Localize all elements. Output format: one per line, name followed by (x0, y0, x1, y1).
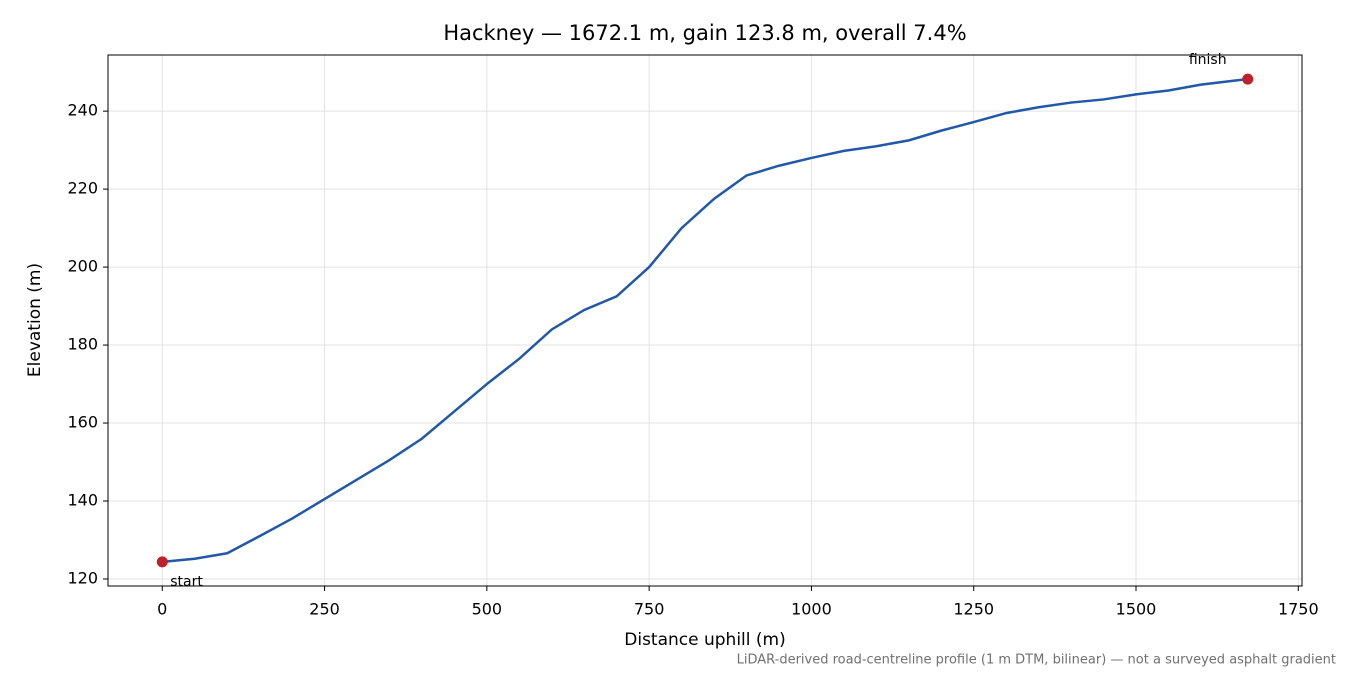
x-tick-label: 1500 (1116, 600, 1157, 619)
y-tick-label: 160 (67, 413, 98, 432)
footnote: LiDAR-derived road-centreline profile (1… (737, 653, 1336, 668)
y-tick-label: 220 (67, 179, 98, 198)
x-tick-label: 1250 (953, 600, 994, 619)
x-tick-label: 500 (472, 600, 503, 619)
endpoint-marker (1242, 73, 1254, 85)
x-tick-label: 1750 (1278, 600, 1319, 619)
endpoint-marker (156, 556, 168, 568)
y-tick-label: 180 (67, 335, 98, 354)
y-tick-label: 140 (67, 491, 98, 510)
y-axis-label: Elevation (m) (25, 263, 45, 377)
chart-title: Hackney — 1672.1 m, gain 123.8 m, overal… (443, 21, 966, 45)
x-tick-label: 250 (309, 600, 340, 619)
x-axis-label: Distance uphill (m) (624, 630, 785, 650)
endpoint-label: start (170, 574, 203, 590)
y-tick-label: 240 (67, 101, 98, 120)
plot-frame (107, 54, 1303, 587)
x-tick-label: 750 (634, 600, 665, 619)
y-tick-label: 120 (67, 568, 98, 587)
endpoint-label: finish (1189, 52, 1227, 68)
x-tick-label: 0 (157, 600, 167, 619)
elevation-line (162, 77, 1248, 564)
y-tick-label: 200 (67, 257, 98, 276)
x-tick-label: 1000 (791, 600, 832, 619)
